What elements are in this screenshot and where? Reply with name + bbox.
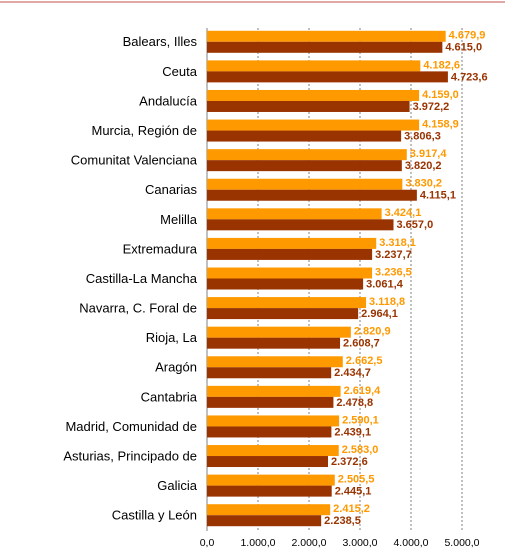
bar: [207, 485, 332, 497]
category-label: Madrid, Comunidad de: [65, 419, 197, 434]
value-label: 4.182,6: [423, 59, 460, 71]
value-label: 3.830,2: [405, 178, 442, 190]
value-label: 3.657,0: [397, 219, 434, 231]
value-label: 2.820,9: [354, 326, 391, 338]
value-label: 3.318,1: [379, 237, 416, 249]
bar: [207, 219, 394, 231]
bar: [207, 426, 332, 438]
bar: [207, 385, 341, 397]
bar: [207, 89, 420, 101]
category-label: Murcia, Región de: [92, 123, 198, 138]
bar: [207, 237, 377, 249]
value-label: 2.415,2: [333, 503, 370, 515]
bar: [207, 445, 339, 457]
bar: [207, 71, 448, 83]
value-label: 2.505,5: [338, 474, 375, 486]
value-label: 3.424,1: [385, 207, 422, 219]
category-label: Andalucía: [139, 93, 198, 108]
value-label: 3.237,7: [375, 249, 412, 261]
value-label: 2.445,1: [335, 486, 372, 498]
x-tick-label: 4.000,0: [393, 537, 428, 549]
category-label: Canarias: [145, 182, 198, 197]
x-tick-label: 5.000,0: [444, 537, 479, 549]
value-label: 2.478,8: [336, 397, 373, 409]
value-label: 2.662,5: [346, 355, 383, 367]
bar: [207, 178, 403, 190]
value-label: 2.439,1: [334, 426, 371, 438]
bar: [207, 396, 334, 408]
category-label: Melilla: [160, 212, 198, 227]
category-label: Galicia: [157, 478, 198, 493]
category-label: Comunitat Valenciana: [71, 153, 198, 168]
value-label: 3.820,2: [405, 160, 442, 172]
x-tick-label: 0,0: [200, 537, 215, 549]
value-label: 2.608,7: [343, 338, 380, 350]
value-label: 4.159,0: [422, 89, 459, 101]
value-label: 4.615,0: [445, 42, 482, 54]
bar: [207, 248, 373, 260]
bar: [207, 337, 341, 349]
value-label: 3.061,4: [366, 278, 404, 290]
value-label: 2.238,5: [324, 515, 361, 527]
value-label: 2.583,0: [342, 444, 379, 456]
bar: [207, 504, 331, 516]
category-label: Cantabria: [141, 389, 198, 404]
value-label: 3.118,8: [369, 296, 405, 308]
bar: [207, 267, 373, 279]
bar: [207, 149, 407, 161]
bar: [207, 189, 417, 201]
bar: [207, 367, 332, 379]
bar: [207, 119, 420, 131]
category-label: Asturias, Principado de: [63, 448, 197, 463]
value-label: 2.372,6: [331, 456, 368, 468]
value-label: 2.590,1: [342, 414, 379, 426]
value-label: 3.236,5: [375, 266, 412, 278]
value-label: 2.619,4: [344, 385, 382, 397]
x-tick-label: 3.000,0: [342, 537, 377, 549]
bar: [207, 208, 382, 220]
bar: [207, 308, 359, 320]
category-label: Castilla-La Mancha: [86, 271, 198, 286]
bar: [207, 326, 351, 338]
value-label: 3.806,3: [404, 130, 441, 142]
bar: [207, 515, 322, 527]
category-label: Castilla y León: [112, 508, 197, 523]
category-label: Rioja, La: [146, 330, 198, 345]
x-tick-label: 1.000,0: [240, 537, 275, 549]
value-label: 4.679,9: [449, 30, 486, 42]
value-label: 3.917,4: [410, 148, 448, 160]
bar: [207, 30, 446, 42]
x-tick-label: 2.000,0: [291, 537, 326, 549]
category-label: Extremadura: [123, 241, 198, 256]
category-label: Ceuta: [162, 64, 197, 79]
value-label: 2.434,7: [334, 367, 371, 379]
value-label: 2.964,1: [361, 308, 398, 320]
value-label: 4.115,1: [420, 190, 456, 202]
bar: [207, 415, 340, 427]
value-label: 4.158,9: [422, 118, 459, 130]
bar: [207, 60, 421, 72]
bar: [207, 456, 329, 468]
bar: [207, 160, 402, 172]
bar: [207, 356, 343, 368]
category-label: Balears, Illes: [123, 34, 198, 49]
bar: [207, 41, 443, 53]
bar: [207, 278, 364, 290]
bar: [207, 297, 367, 309]
bar: [207, 474, 335, 486]
bar: [207, 100, 410, 112]
value-label: 3.972,2: [413, 101, 450, 113]
category-label: Aragón: [155, 360, 197, 375]
bar: [207, 130, 402, 142]
category-label: Navarra, C. Foral de: [79, 301, 197, 316]
value-label: 4.723,6: [451, 71, 488, 83]
